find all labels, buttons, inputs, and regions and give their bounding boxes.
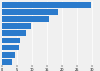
Bar (2, 23, 31, 29)
Bar (2, 38, 20, 43)
Bar (2, 45, 19, 50)
Bar (2, 30, 26, 36)
Bar (2, 59, 12, 65)
Bar (2, 9, 57, 15)
Bar (2, 16, 48, 22)
Bar (2, 2, 90, 8)
Bar (2, 52, 15, 58)
